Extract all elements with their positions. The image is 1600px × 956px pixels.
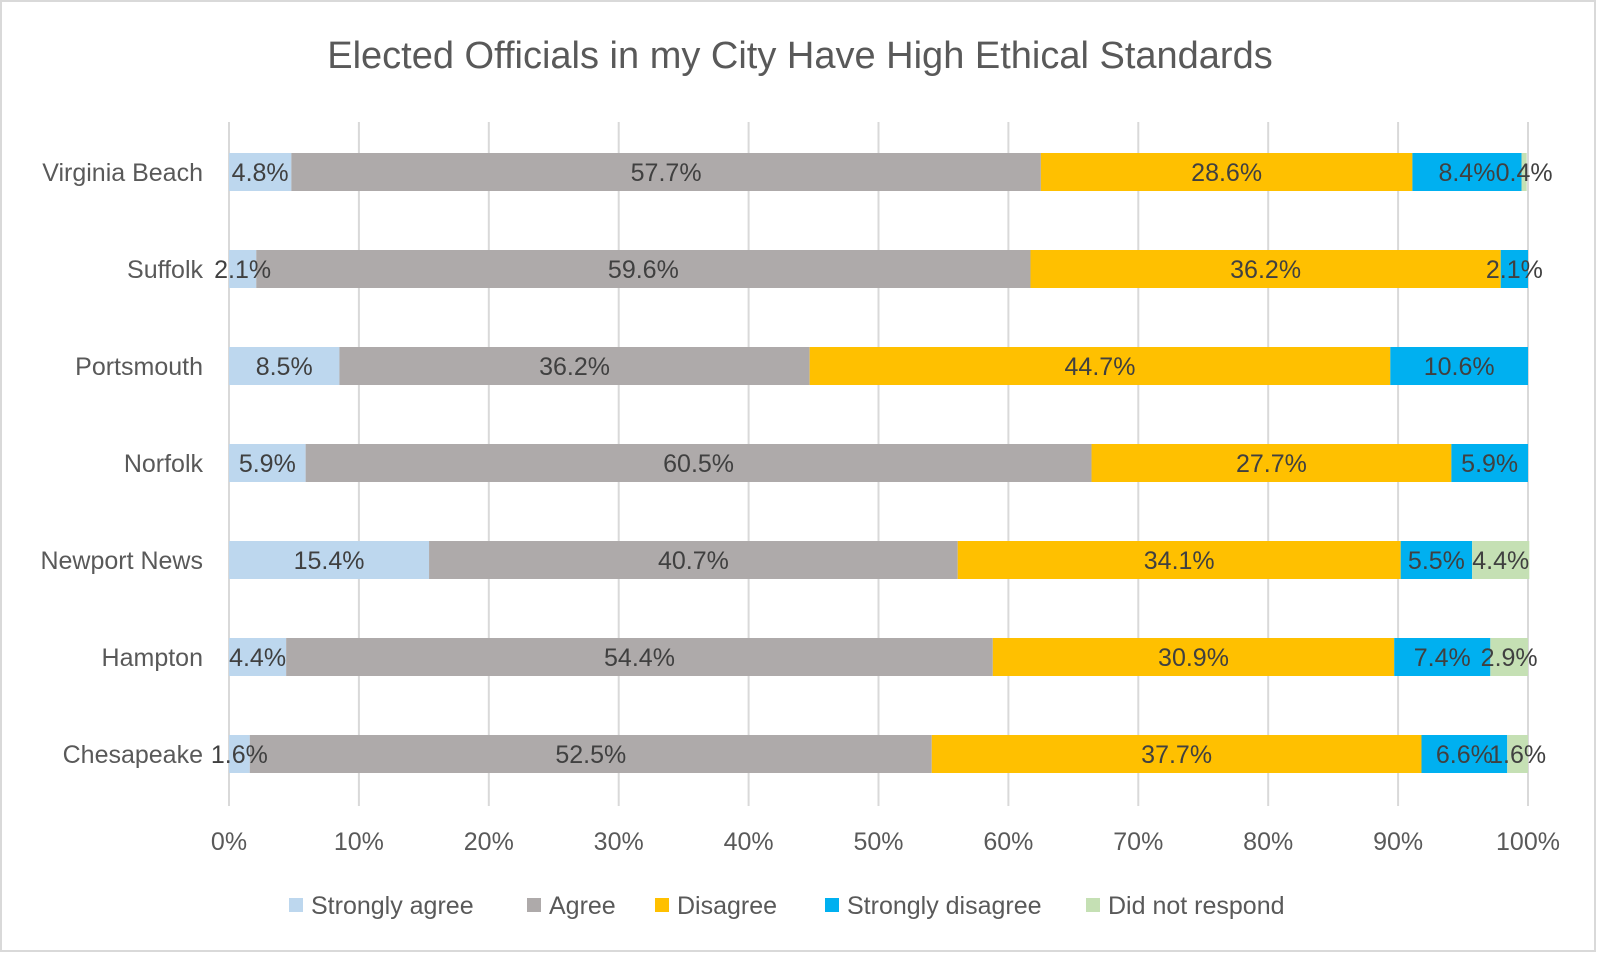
data-label: 2.9%	[1481, 644, 1538, 672]
data-label: 28.6%	[1191, 159, 1262, 187]
chart-title: Elected Officials in my City Have High E…	[327, 35, 1272, 77]
data-label: 37.7%	[1141, 741, 1212, 769]
data-label: 5.5%	[1408, 547, 1465, 575]
legend-label: Strongly agree	[311, 892, 474, 920]
bar-segment	[429, 541, 958, 579]
bar-segment	[1500, 250, 1528, 288]
x-tick-label: 70%	[1113, 828, 1163, 856]
data-label: 60.5%	[663, 450, 734, 478]
value-axis: 0% 10% 20% 30% 40% 50% 60% 70% 80% 90% 100%	[211, 828, 1560, 856]
x-tick-label: 30%	[594, 828, 644, 856]
category-label: Newport News	[40, 547, 203, 575]
category-label: Norfolk	[124, 450, 204, 478]
bar-segment	[305, 444, 1092, 482]
data-label: 44.7%	[1065, 353, 1136, 381]
data-label: 1.6%	[1489, 741, 1546, 769]
bar-segment	[1400, 541, 1473, 579]
bar-segment	[957, 541, 1401, 579]
data-label: 4.4%	[229, 644, 286, 672]
category-label: Portsmouth	[75, 353, 203, 381]
bar-segment	[229, 444, 306, 482]
data-label: 15.4%	[294, 547, 365, 575]
legend-swatch	[1086, 898, 1100, 912]
legend-swatch	[289, 898, 303, 912]
data-label: 36.2%	[1230, 256, 1301, 284]
bars	[229, 153, 1530, 773]
bar-segment	[1030, 250, 1501, 288]
data-label: 57.7%	[631, 159, 702, 187]
data-label: 40.7%	[658, 547, 729, 575]
data-label: 5.9%	[1461, 450, 1518, 478]
bar-segment	[1040, 153, 1413, 191]
x-tick-label: 60%	[983, 828, 1033, 856]
category-axis: Virginia Beach Suffolk Portsmouth Norfolk Ne…	[40, 159, 203, 769]
bar-segment	[229, 638, 287, 676]
data-label: 34.1%	[1144, 547, 1215, 575]
bar-segment	[229, 347, 340, 385]
legend-swatch	[825, 898, 839, 912]
data-label: 52.5%	[555, 741, 626, 769]
bar-segment	[229, 541, 430, 579]
x-tick-label: 10%	[334, 828, 384, 856]
legend: Strongly agree Agree Disagree Strongly disa…	[289, 892, 1285, 920]
data-label: 2.1%	[214, 256, 271, 284]
data-label: 10.6%	[1424, 353, 1495, 381]
data-label: 2.1%	[1486, 256, 1543, 284]
category-label: Virginia Beach	[42, 159, 203, 187]
bar-segment	[339, 347, 810, 385]
data-label: 8.5%	[256, 353, 313, 381]
x-tick-label: 50%	[853, 828, 903, 856]
data-label: 59.6%	[608, 256, 679, 284]
bar-segment	[1472, 541, 1530, 579]
bar-segment	[1421, 735, 1508, 773]
category-label: Chesapeake	[63, 741, 203, 769]
bar-segment	[229, 153, 292, 191]
data-label: 4.8%	[232, 159, 289, 187]
bar-segment	[931, 735, 1422, 773]
data-labels: 4.8% 57.7% 28.6% 8.4% 0.4% 2.1% 59.6% 36.2% 2.1%…	[211, 159, 1553, 769]
bar-segment	[809, 347, 1391, 385]
bar-segment	[1091, 444, 1452, 482]
data-label: 36.2%	[539, 353, 610, 381]
bar-segment	[256, 250, 1031, 288]
bar-segment	[992, 638, 1395, 676]
bar-segment	[1390, 347, 1528, 385]
x-tick-label: 100%	[1496, 828, 1560, 856]
data-label: 5.9%	[239, 450, 296, 478]
legend-swatch	[527, 898, 541, 912]
bar-segment	[1394, 638, 1491, 676]
data-label: 4.4%	[1472, 547, 1529, 575]
data-label: 30.9%	[1158, 644, 1229, 672]
legend-label: Disagree	[677, 892, 777, 920]
x-tick-label: 80%	[1243, 828, 1293, 856]
bar-segment	[1521, 153, 1527, 191]
data-label: 7.4%	[1414, 644, 1471, 672]
bar-segment	[1507, 735, 1528, 773]
data-label: 0.4%	[1496, 159, 1553, 187]
bar-segment	[229, 735, 250, 773]
legend-label: Did not respond	[1108, 892, 1285, 920]
bar-segment	[1490, 638, 1528, 676]
bar-segment	[1451, 444, 1528, 482]
data-label: 1.6%	[211, 741, 268, 769]
x-tick-label: 90%	[1373, 828, 1423, 856]
legend-label: Strongly disagree	[847, 892, 1042, 920]
data-label: 6.6%	[1436, 741, 1493, 769]
data-label: 8.4%	[1438, 159, 1495, 187]
data-label: 54.4%	[604, 644, 675, 672]
x-tick-label: 40%	[724, 828, 774, 856]
bar-segment	[229, 250, 257, 288]
legend-label: Agree	[549, 892, 616, 920]
x-tick-label: 0%	[211, 828, 247, 856]
category-label: Hampton	[102, 644, 203, 672]
bar-segment	[1412, 153, 1522, 191]
bar-segment	[291, 153, 1041, 191]
data-label: 27.7%	[1236, 450, 1307, 478]
legend-swatch	[655, 898, 669, 912]
category-label: Suffolk	[127, 256, 203, 284]
bar-segment	[286, 638, 993, 676]
x-tick-label: 20%	[464, 828, 514, 856]
bar-segment	[249, 735, 932, 773]
